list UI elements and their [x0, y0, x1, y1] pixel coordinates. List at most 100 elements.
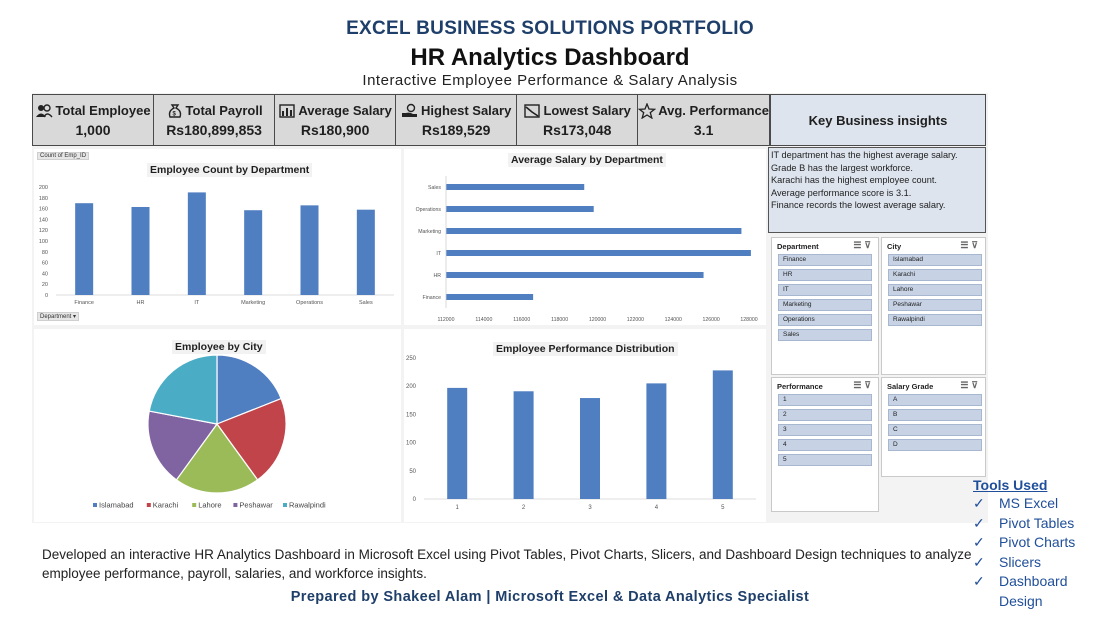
slicer-item[interactable]: Rawalpindi — [888, 314, 982, 326]
chart-employee-city-panel[interactable]: Employee by City Islamabad Karachi Lahore P… — [34, 329, 401, 522]
y-tick-label: 120 — [39, 228, 48, 234]
clear-filter-icon[interactable]: ⊽ — [864, 240, 874, 250]
chart-employee-count-panel[interactable]: Count of Emp_ID Employee Count by Depart… — [34, 149, 401, 325]
check-icon: ✓ — [973, 534, 985, 550]
slicer-item[interactable]: B — [888, 409, 982, 421]
slicer-item[interactable]: Marketing — [778, 299, 872, 311]
slicer-item[interactable]: 2 — [778, 409, 872, 421]
y-tick-label: 20 — [42, 282, 48, 288]
slicer-item[interactable]: 5 — [778, 454, 872, 466]
prepared-by-text: Prepared by Shakeel Alam | Microsoft Exc… — [290, 589, 810, 605]
department-filter-button[interactable]: Department ▾ — [37, 312, 80, 321]
page-title: HR Analytics Dashboard — [410, 44, 690, 71]
chart-title: Employee Count by Department — [147, 163, 313, 177]
y-tick-label: 40 — [42, 271, 48, 277]
slicer-item[interactable]: C — [888, 424, 982, 436]
insight-line: Finance records the lowest average salar… — [771, 200, 946, 211]
star-icon — [638, 102, 657, 119]
legend-swatch — [192, 503, 197, 507]
x-tick-label: 114000 — [475, 317, 492, 323]
slicer-item[interactable]: A — [888, 394, 982, 406]
people-icon — [36, 103, 53, 117]
x-tick-label: 4 — [655, 505, 659, 511]
legend-label: Lahore — [198, 501, 221, 510]
slicer-item[interactable]: 4 — [778, 439, 872, 451]
y-tick-label: 0 — [413, 497, 417, 503]
slicer-item[interactable]: HR — [778, 269, 872, 281]
bar — [446, 250, 751, 256]
filter-label: Department — [40, 314, 72, 320]
x-tick-label: Marketing — [241, 300, 265, 306]
slicer-item[interactable]: Operations — [778, 314, 872, 326]
pivot-field-caption[interactable]: Count of Emp_ID — [37, 152, 90, 160]
average-salary-chart: Sales Operations Marketing IT HR Finance 11200… — [416, 176, 758, 323]
chart-average-salary-panel[interactable]: Average Salary by Department Sales Operat… — [404, 149, 766, 325]
insights-list: IT department has the highest average sa… — [768, 147, 986, 233]
slicer-item[interactable]: Karachi — [888, 269, 982, 281]
multi-select-icon[interactable]: ☰ — [853, 240, 865, 250]
bar — [446, 294, 534, 300]
x-tick-label: HR — [137, 300, 145, 306]
y-tick-label: 180 — [39, 196, 48, 202]
pie-slice — [216, 397, 287, 481]
multi-select-icon[interactable]: ☰ — [960, 380, 972, 390]
kpi-label: Total Payroll — [185, 103, 263, 118]
y-tick-label: 160 — [39, 207, 48, 213]
prepared-by: Prepared by Shakeel Alam | Microsoft Exc… — [0, 589, 1100, 605]
x-tick-label: 1 — [456, 505, 460, 511]
bar — [187, 192, 206, 295]
x-tick-label: 2 — [522, 505, 526, 511]
legend-swatch — [283, 503, 287, 507]
x-tick-label: 122000 — [627, 317, 644, 323]
check-icon: ✓ — [973, 553, 985, 570]
slicer-title: City — [887, 242, 902, 251]
x-tick-label: 124000 — [665, 317, 682, 323]
slicer-item[interactable]: Finance — [778, 254, 872, 266]
slicer-item[interactable]: Peshawar — [888, 299, 982, 311]
bar — [446, 228, 742, 234]
slicer-item[interactable]: IT — [778, 284, 872, 296]
pie-slice — [175, 422, 259, 494]
tool-name: Slicers — [999, 553, 1042, 570]
pie-slice — [147, 410, 219, 481]
page-subtitle: Interactive Employee Performance & Salar… — [362, 72, 738, 89]
svg-text:$: $ — [172, 111, 176, 117]
insight-line: IT department has the highest average sa… — [771, 150, 958, 160]
x-tick-label: IT — [194, 300, 200, 306]
y-tick-label: 200 — [406, 384, 417, 390]
y-tick-label: 80 — [42, 250, 48, 256]
kpi-value: Rs173,048 — [542, 121, 612, 138]
y-tick-label: IT — [436, 251, 441, 257]
legend-label: Karachi — [153, 501, 179, 510]
legend-swatch — [93, 503, 97, 507]
chart-performance-panel[interactable]: Employee Performance Distribution 0 50 100… — [404, 329, 766, 522]
legend-label: Peshawar — [239, 501, 273, 510]
pie-slice — [148, 354, 218, 425]
y-tick-label: HR — [434, 273, 442, 279]
insight-line: Karachi has the highest employee count. — [771, 175, 937, 186]
multi-select-icon[interactable]: ☰ — [960, 240, 972, 250]
y-tick-label: 100 — [406, 441, 417, 447]
legend-swatch — [233, 503, 238, 507]
slicer-item[interactable]: Lahore — [888, 284, 982, 296]
kpi-label: Highest Salary — [421, 103, 512, 118]
bar — [300, 205, 319, 295]
clear-filter-icon[interactable]: ⊽ — [971, 380, 981, 390]
tool-name: Pivot Charts — [999, 534, 1076, 550]
footer-description: Developed an interactive HR Analytics Da… — [42, 547, 972, 581]
bar — [446, 272, 704, 278]
clear-filter-icon[interactable]: ⊽ — [971, 240, 981, 250]
slicer-department: Department ☰⊽ Finance HR IT Marketing Ope… — [771, 237, 879, 375]
kpi-label: Lowest Salary — [543, 103, 631, 118]
x-tick-label: 120000 — [589, 317, 606, 323]
multi-select-icon[interactable]: ☰ — [853, 380, 865, 390]
x-tick-label: 126000 — [702, 317, 719, 323]
slicer-performance: Performance ☰⊽ 1 2 3 4 5 — [771, 377, 879, 512]
slicer-item[interactable]: Sales — [778, 329, 872, 341]
slicer-item[interactable]: 3 — [778, 424, 872, 436]
slicer-item[interactable]: Islamabad — [888, 254, 982, 266]
y-tick-label: 60 — [42, 261, 48, 267]
slicer-item[interactable]: 1 — [778, 394, 872, 406]
clear-filter-icon[interactable]: ⊽ — [864, 380, 874, 390]
slicer-item[interactable]: D — [888, 439, 982, 451]
